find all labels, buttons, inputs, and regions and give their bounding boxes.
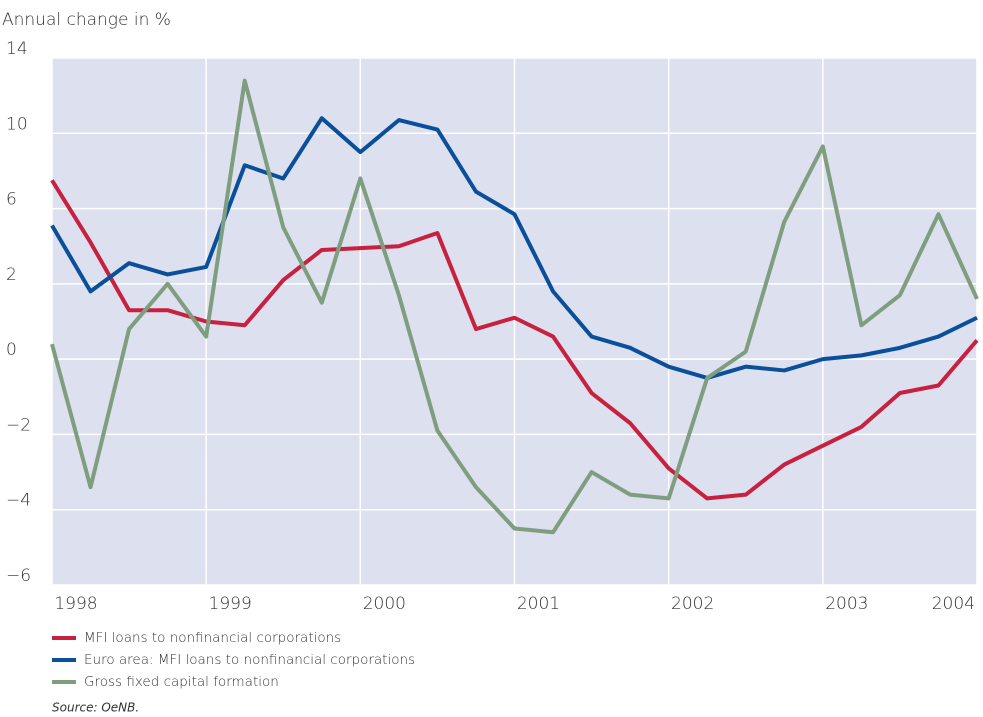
y-tick-label: 2 [6, 265, 17, 285]
x-tick-label: 1998 [54, 594, 97, 614]
y-tick-label: 10 [6, 114, 28, 134]
line-series [50, 78, 979, 535]
x-tick-label: 2002 [671, 594, 714, 614]
legend-label: Gross fixed capital formation [84, 674, 279, 690]
legend-label: MFI loans to nonfinancial corporations [84, 630, 341, 646]
chart-title: Annual change in % [2, 10, 171, 30]
y-tick-label: 0 [6, 340, 17, 360]
y-tick-label: −2 [6, 415, 31, 435]
y-tick-label: 6 [6, 190, 17, 210]
y-tick-label: −4 [6, 491, 31, 511]
y-tick-label: 14 [6, 39, 28, 59]
x-tick-label: 1999 [209, 594, 252, 614]
y-tick-label: −6 [6, 566, 31, 586]
line-series [50, 116, 978, 380]
x-tick-label: 2001 [517, 594, 560, 614]
line-series [50, 179, 979, 501]
x-tick-label: 2003 [825, 594, 868, 614]
x-tick-label: 2004 [932, 594, 975, 614]
x-tick-label: 2000 [363, 594, 406, 614]
source: Source: OeNB. [52, 701, 139, 715]
legend-label: Euro area: MFI loans to nonfinancial cor… [84, 652, 415, 668]
